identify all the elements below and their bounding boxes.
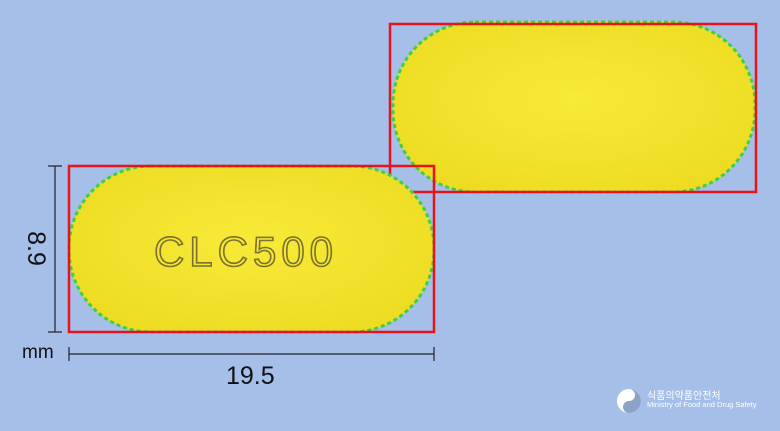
width-value: 19.5 xyxy=(226,362,275,390)
tablet-front-bounding-box xyxy=(67,164,436,334)
height-dimension-line xyxy=(48,165,62,333)
tablet-back-bounding-box xyxy=(388,22,758,194)
mfds-emblem-icon xyxy=(617,389,641,413)
logo-korean-text: 식품의약품안전처 xyxy=(647,391,721,402)
height-value: 8.9 xyxy=(21,231,50,266)
mfds-logo: 식품의약품안전처 Ministry of Food and Drug Safet… xyxy=(616,385,776,417)
imprint-text: CLC500 xyxy=(154,228,338,275)
unit-label: mm xyxy=(22,342,54,363)
tablet-front: CLC500 xyxy=(67,164,436,334)
tablet-back-shape xyxy=(391,20,757,194)
logo-english-text: Ministry of Food and Drug Safety xyxy=(647,400,757,409)
width-dimension-line xyxy=(68,347,435,361)
tablet-back xyxy=(388,20,758,194)
